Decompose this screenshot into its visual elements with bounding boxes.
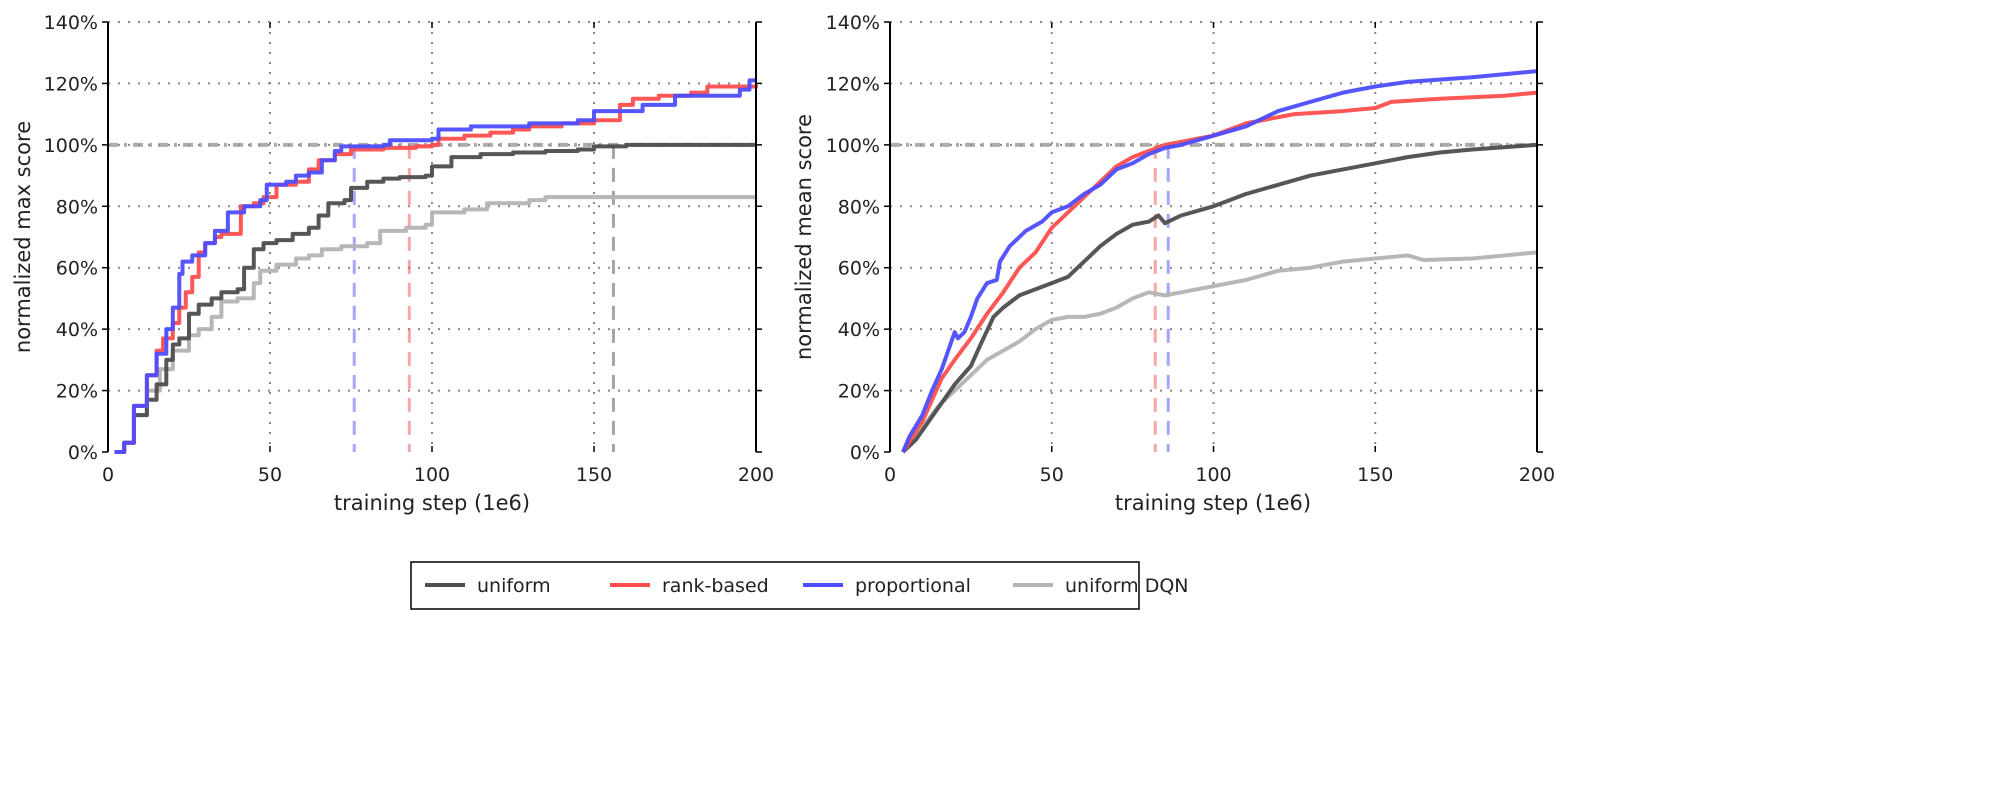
- x-tick-label: 150: [1357, 464, 1393, 486]
- y-axis-label: normalized mean score: [792, 114, 816, 360]
- y-tick-label: 40%: [56, 319, 98, 341]
- legend: uniform rank-based proportional uniform DQN: [410, 561, 1189, 610]
- y-axis-label: normalized max score: [11, 121, 35, 353]
- y-tick-label: 140%: [44, 12, 98, 34]
- x-tick-label: 200: [738, 464, 774, 486]
- x-tick-label: 100: [1195, 464, 1231, 486]
- x-tick-label: 0: [884, 464, 896, 486]
- legend-label: uniform: [477, 575, 551, 597]
- y-tick-label: 40%: [838, 319, 880, 341]
- series-line-uniform-DQN: [901, 250, 1538, 454]
- x-axis-label: training step (1e6): [1115, 491, 1311, 515]
- y-tick-label: 100%: [826, 135, 880, 157]
- mean-score-plot: training step (1e6) normalized mean scor…: [792, 12, 1555, 515]
- y-tick-label: 20%: [56, 381, 98, 403]
- x-tick-label: 50: [258, 464, 282, 486]
- y-tick-label: 60%: [56, 258, 98, 280]
- series-line-uniform: [114, 142, 756, 454]
- x-tick-label: 100: [414, 464, 450, 486]
- series-line-uniform-DQN: [114, 195, 756, 454]
- y-tick-label: 60%: [838, 258, 880, 280]
- y-tick-label: 0%: [68, 442, 98, 464]
- legend-label: proportional: [855, 575, 971, 597]
- y-tick-label: 100%: [44, 135, 98, 157]
- y-tick-label: 120%: [826, 73, 880, 95]
- max-score-plot: training step (1e6) normalized max score…: [11, 12, 774, 515]
- legend-label: rank-based: [662, 575, 769, 597]
- x-tick-label: 200: [1519, 464, 1555, 486]
- series-line-uniform: [901, 142, 1538, 454]
- x-tick-label: 150: [576, 464, 612, 486]
- y-tick-label: 140%: [826, 12, 880, 34]
- y-tick-label: 120%: [44, 73, 98, 95]
- y-tick-label: 80%: [56, 196, 98, 218]
- y-tick-label: 80%: [838, 196, 880, 218]
- y-tick-label: 20%: [838, 381, 880, 403]
- series-line-proportional: [114, 78, 756, 454]
- series-line-rank-based: [901, 90, 1538, 454]
- x-tick-label: 50: [1040, 464, 1064, 486]
- x-tick-label: 0: [102, 464, 114, 486]
- legend-label: uniform DQN: [1065, 575, 1189, 597]
- y-tick-label: 0%: [850, 442, 880, 464]
- x-axis-label: training step (1e6): [334, 491, 530, 515]
- series-line-proportional: [901, 69, 1538, 453]
